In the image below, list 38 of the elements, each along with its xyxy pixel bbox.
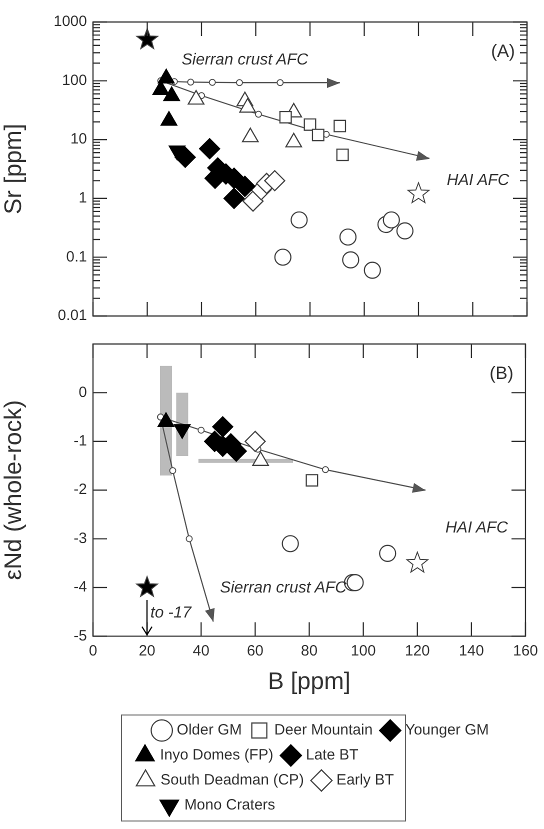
x-tick-label: 160 (512, 642, 538, 660)
y-tick-label: 1 (78, 190, 87, 207)
annotation: to -17 (150, 604, 192, 622)
annotation: HAI AFC (445, 520, 508, 537)
legend-label: Inyo Domes (FP) (160, 746, 274, 764)
x-tick-label: 120 (404, 642, 430, 660)
x-tick-label: 20 (138, 642, 156, 660)
legend-label: Late BT (306, 746, 358, 764)
x-tick-label: 80 (300, 642, 318, 660)
x-axis-title: B [ppm] (268, 668, 351, 696)
y-tick-label: 100 (62, 72, 87, 89)
y-tick-label: 0 (78, 384, 87, 401)
y-axis-title: Sr [ppm] (0, 124, 28, 214)
legend-label: South Deadman (CP) (160, 772, 304, 789)
y-tick-label: -1 (74, 432, 87, 450)
y-tick-label: 0.1 (66, 248, 87, 266)
y-tick-label: 10 (70, 130, 87, 148)
annotation: HAI AFC (446, 172, 510, 190)
x-tick-label: 60 (246, 642, 264, 660)
x-tick-label: 40 (192, 642, 210, 660)
y-tick-label: -2 (74, 481, 87, 498)
y-tick-label: -5 (74, 627, 87, 644)
legend-label: Younger GM (405, 722, 489, 739)
text: (B) (489, 362, 514, 383)
legend-label: Deer Mountain (274, 722, 373, 739)
y-axis-title: εNd (whole-rock) (0, 400, 28, 580)
y-tick-label: -3 (74, 530, 87, 547)
x-tick-label: 140 (458, 642, 484, 660)
annotation: Sierran crust AFC (182, 52, 309, 69)
legend-label: Mono Craters (184, 796, 276, 814)
y-tick-label: 1000 (54, 13, 87, 30)
legend-label: Early BT (336, 772, 394, 789)
text: (A) (491, 40, 515, 61)
legend-label: Older GM (176, 722, 242, 739)
x-tick-label: 100 (350, 642, 376, 660)
y-tick-label: -4 (74, 578, 87, 596)
annotation: Sierran crust AFC (220, 579, 348, 596)
y-tick-label: 0.01 (58, 307, 87, 324)
